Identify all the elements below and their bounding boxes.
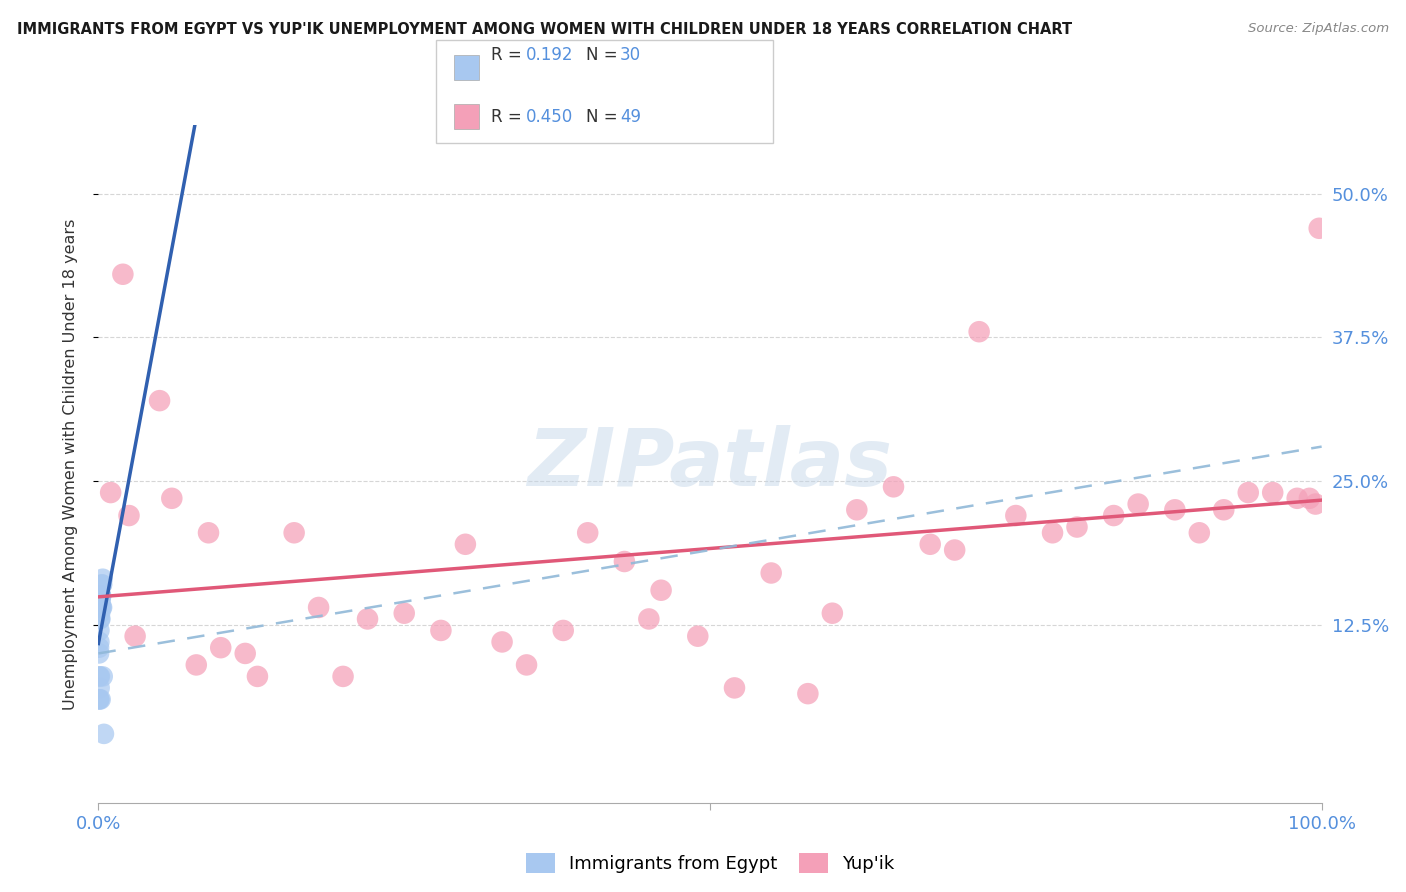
Point <box>797 687 820 701</box>
Point <box>91 669 114 683</box>
Point <box>90 600 112 615</box>
Point <box>90 589 112 603</box>
Point <box>1188 525 1211 540</box>
Point <box>920 537 942 551</box>
Point <box>90 595 112 609</box>
Point <box>89 635 111 649</box>
Text: ZIPatlas: ZIPatlas <box>527 425 893 503</box>
Point <box>90 577 112 591</box>
Point <box>89 669 111 683</box>
Point <box>160 491 183 506</box>
Point <box>1102 508 1125 523</box>
Y-axis label: Unemployment Among Women with Children Under 18 years: Unemployment Among Women with Children U… <box>63 219 77 709</box>
Point <box>967 325 990 339</box>
Point <box>576 525 599 540</box>
Point <box>356 612 378 626</box>
Point <box>430 624 453 638</box>
Point <box>89 612 111 626</box>
Point <box>90 600 112 615</box>
Point <box>454 537 477 551</box>
Point <box>1128 497 1150 511</box>
Point <box>761 566 783 580</box>
Point <box>90 589 112 603</box>
Point <box>332 669 354 683</box>
Point <box>124 629 146 643</box>
Point <box>89 669 111 683</box>
Point <box>650 583 672 598</box>
Point <box>87 640 110 655</box>
Point <box>1042 525 1064 540</box>
Point <box>638 612 661 626</box>
Text: 0.450: 0.450 <box>526 108 574 126</box>
Point <box>89 624 111 638</box>
Text: 30: 30 <box>620 46 641 64</box>
Point <box>613 554 636 568</box>
Point <box>89 600 111 615</box>
Point <box>686 629 709 643</box>
Point <box>89 692 111 706</box>
Point <box>149 393 172 408</box>
Point <box>1308 221 1330 235</box>
Point <box>1066 520 1088 534</box>
Point <box>883 480 905 494</box>
Point <box>186 657 208 672</box>
Point <box>209 640 232 655</box>
Point <box>516 657 538 672</box>
Point <box>91 572 114 586</box>
Text: N =: N = <box>586 46 623 64</box>
Point <box>491 635 513 649</box>
Point <box>845 503 868 517</box>
Legend: Immigrants from Egypt, Yup'ik: Immigrants from Egypt, Yup'ik <box>516 844 904 882</box>
Text: R =: R = <box>491 108 527 126</box>
Text: 0.192: 0.192 <box>526 46 574 64</box>
Point <box>91 577 114 591</box>
Point <box>1237 485 1260 500</box>
Point <box>1164 503 1187 517</box>
Text: N =: N = <box>586 108 623 126</box>
Point <box>89 606 111 620</box>
Point <box>1004 508 1026 523</box>
Point <box>283 525 305 540</box>
Point <box>89 600 111 615</box>
Point <box>90 692 112 706</box>
Point <box>118 508 141 523</box>
Text: R =: R = <box>491 46 527 64</box>
Point <box>93 727 115 741</box>
Point <box>1261 485 1284 500</box>
Point <box>89 600 111 615</box>
Text: 49: 49 <box>620 108 641 126</box>
Point <box>89 681 111 695</box>
Point <box>1212 503 1234 517</box>
Point <box>1305 497 1327 511</box>
Point <box>723 681 745 695</box>
Point <box>197 525 219 540</box>
Point <box>111 267 134 281</box>
Point <box>87 647 110 661</box>
Point <box>308 600 330 615</box>
Point <box>1286 491 1309 506</box>
Point <box>100 485 122 500</box>
Text: IMMIGRANTS FROM EGYPT VS YUP'IK UNEMPLOYMENT AMONG WOMEN WITH CHILDREN UNDER 18 : IMMIGRANTS FROM EGYPT VS YUP'IK UNEMPLOY… <box>17 22 1071 37</box>
Point <box>89 600 111 615</box>
Point <box>821 606 844 620</box>
Point <box>392 606 416 620</box>
Point <box>87 692 110 706</box>
Point <box>90 589 112 603</box>
Point <box>89 612 111 626</box>
Point <box>1298 491 1320 506</box>
Point <box>91 600 114 615</box>
Text: Source: ZipAtlas.com: Source: ZipAtlas.com <box>1249 22 1389 36</box>
Point <box>233 647 256 661</box>
Point <box>943 543 966 558</box>
Point <box>90 589 112 603</box>
Point <box>553 624 575 638</box>
Point <box>246 669 269 683</box>
